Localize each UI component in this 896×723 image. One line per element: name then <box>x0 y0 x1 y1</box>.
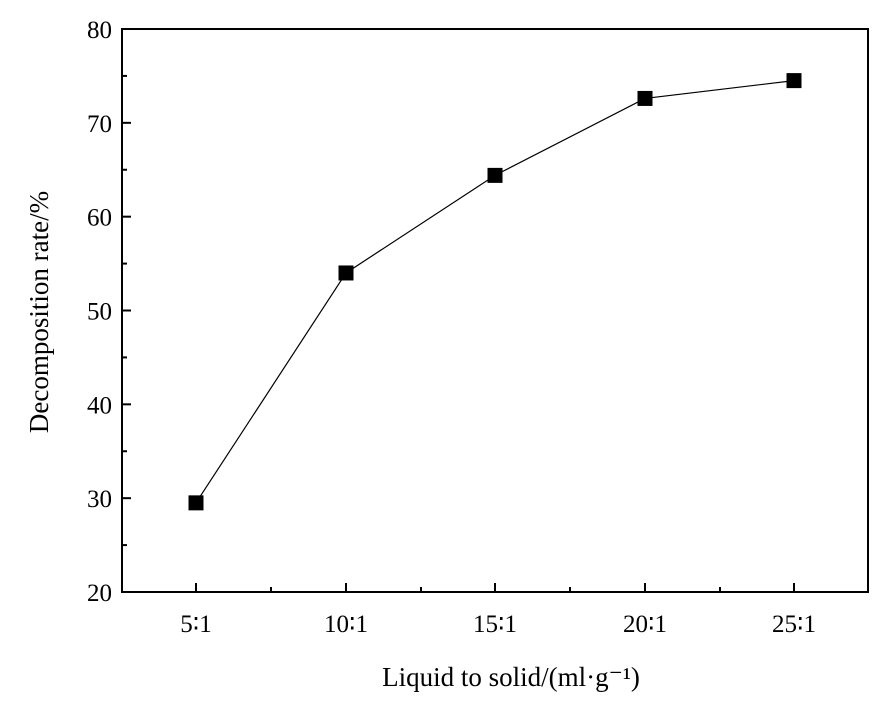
x-tick-label: 15∶1 <box>473 611 517 638</box>
y-tick-label: 40 <box>87 392 112 419</box>
y-tick-label: 60 <box>87 205 112 232</box>
data-point-marker <box>338 265 354 281</box>
axes <box>121 28 869 593</box>
data-point-marker <box>487 167 503 183</box>
y-tick-label: 80 <box>87 17 112 44</box>
plot-frame <box>121 28 869 593</box>
data-series <box>188 73 802 511</box>
y-tick-label: 50 <box>87 299 112 326</box>
x-axis-ticks: 5∶1 10∶1 15∶1 20∶1 25∶1 <box>180 583 816 638</box>
data-point-marker <box>188 495 204 511</box>
x-axis-title: Liquid to solid/(ml·g⁻¹) <box>382 662 640 692</box>
x-tick-label: 20∶1 <box>623 611 667 638</box>
data-point-marker <box>637 90 653 106</box>
x-tick-label: 5∶1 <box>180 611 212 638</box>
y-axis-title: Decomposition rate/% <box>24 191 54 433</box>
y-tick-label: 70 <box>87 111 112 138</box>
x-tick-label: 10∶1 <box>324 611 368 638</box>
data-point-marker <box>786 73 802 89</box>
y-tick-label: 20 <box>87 580 112 607</box>
y-tick-label: 30 <box>87 486 112 513</box>
y-axis-ticks: 20 30 40 50 60 70 80 <box>87 17 131 607</box>
series-line <box>195 80 795 504</box>
x-tick-label: 25∶1 <box>772 611 816 638</box>
